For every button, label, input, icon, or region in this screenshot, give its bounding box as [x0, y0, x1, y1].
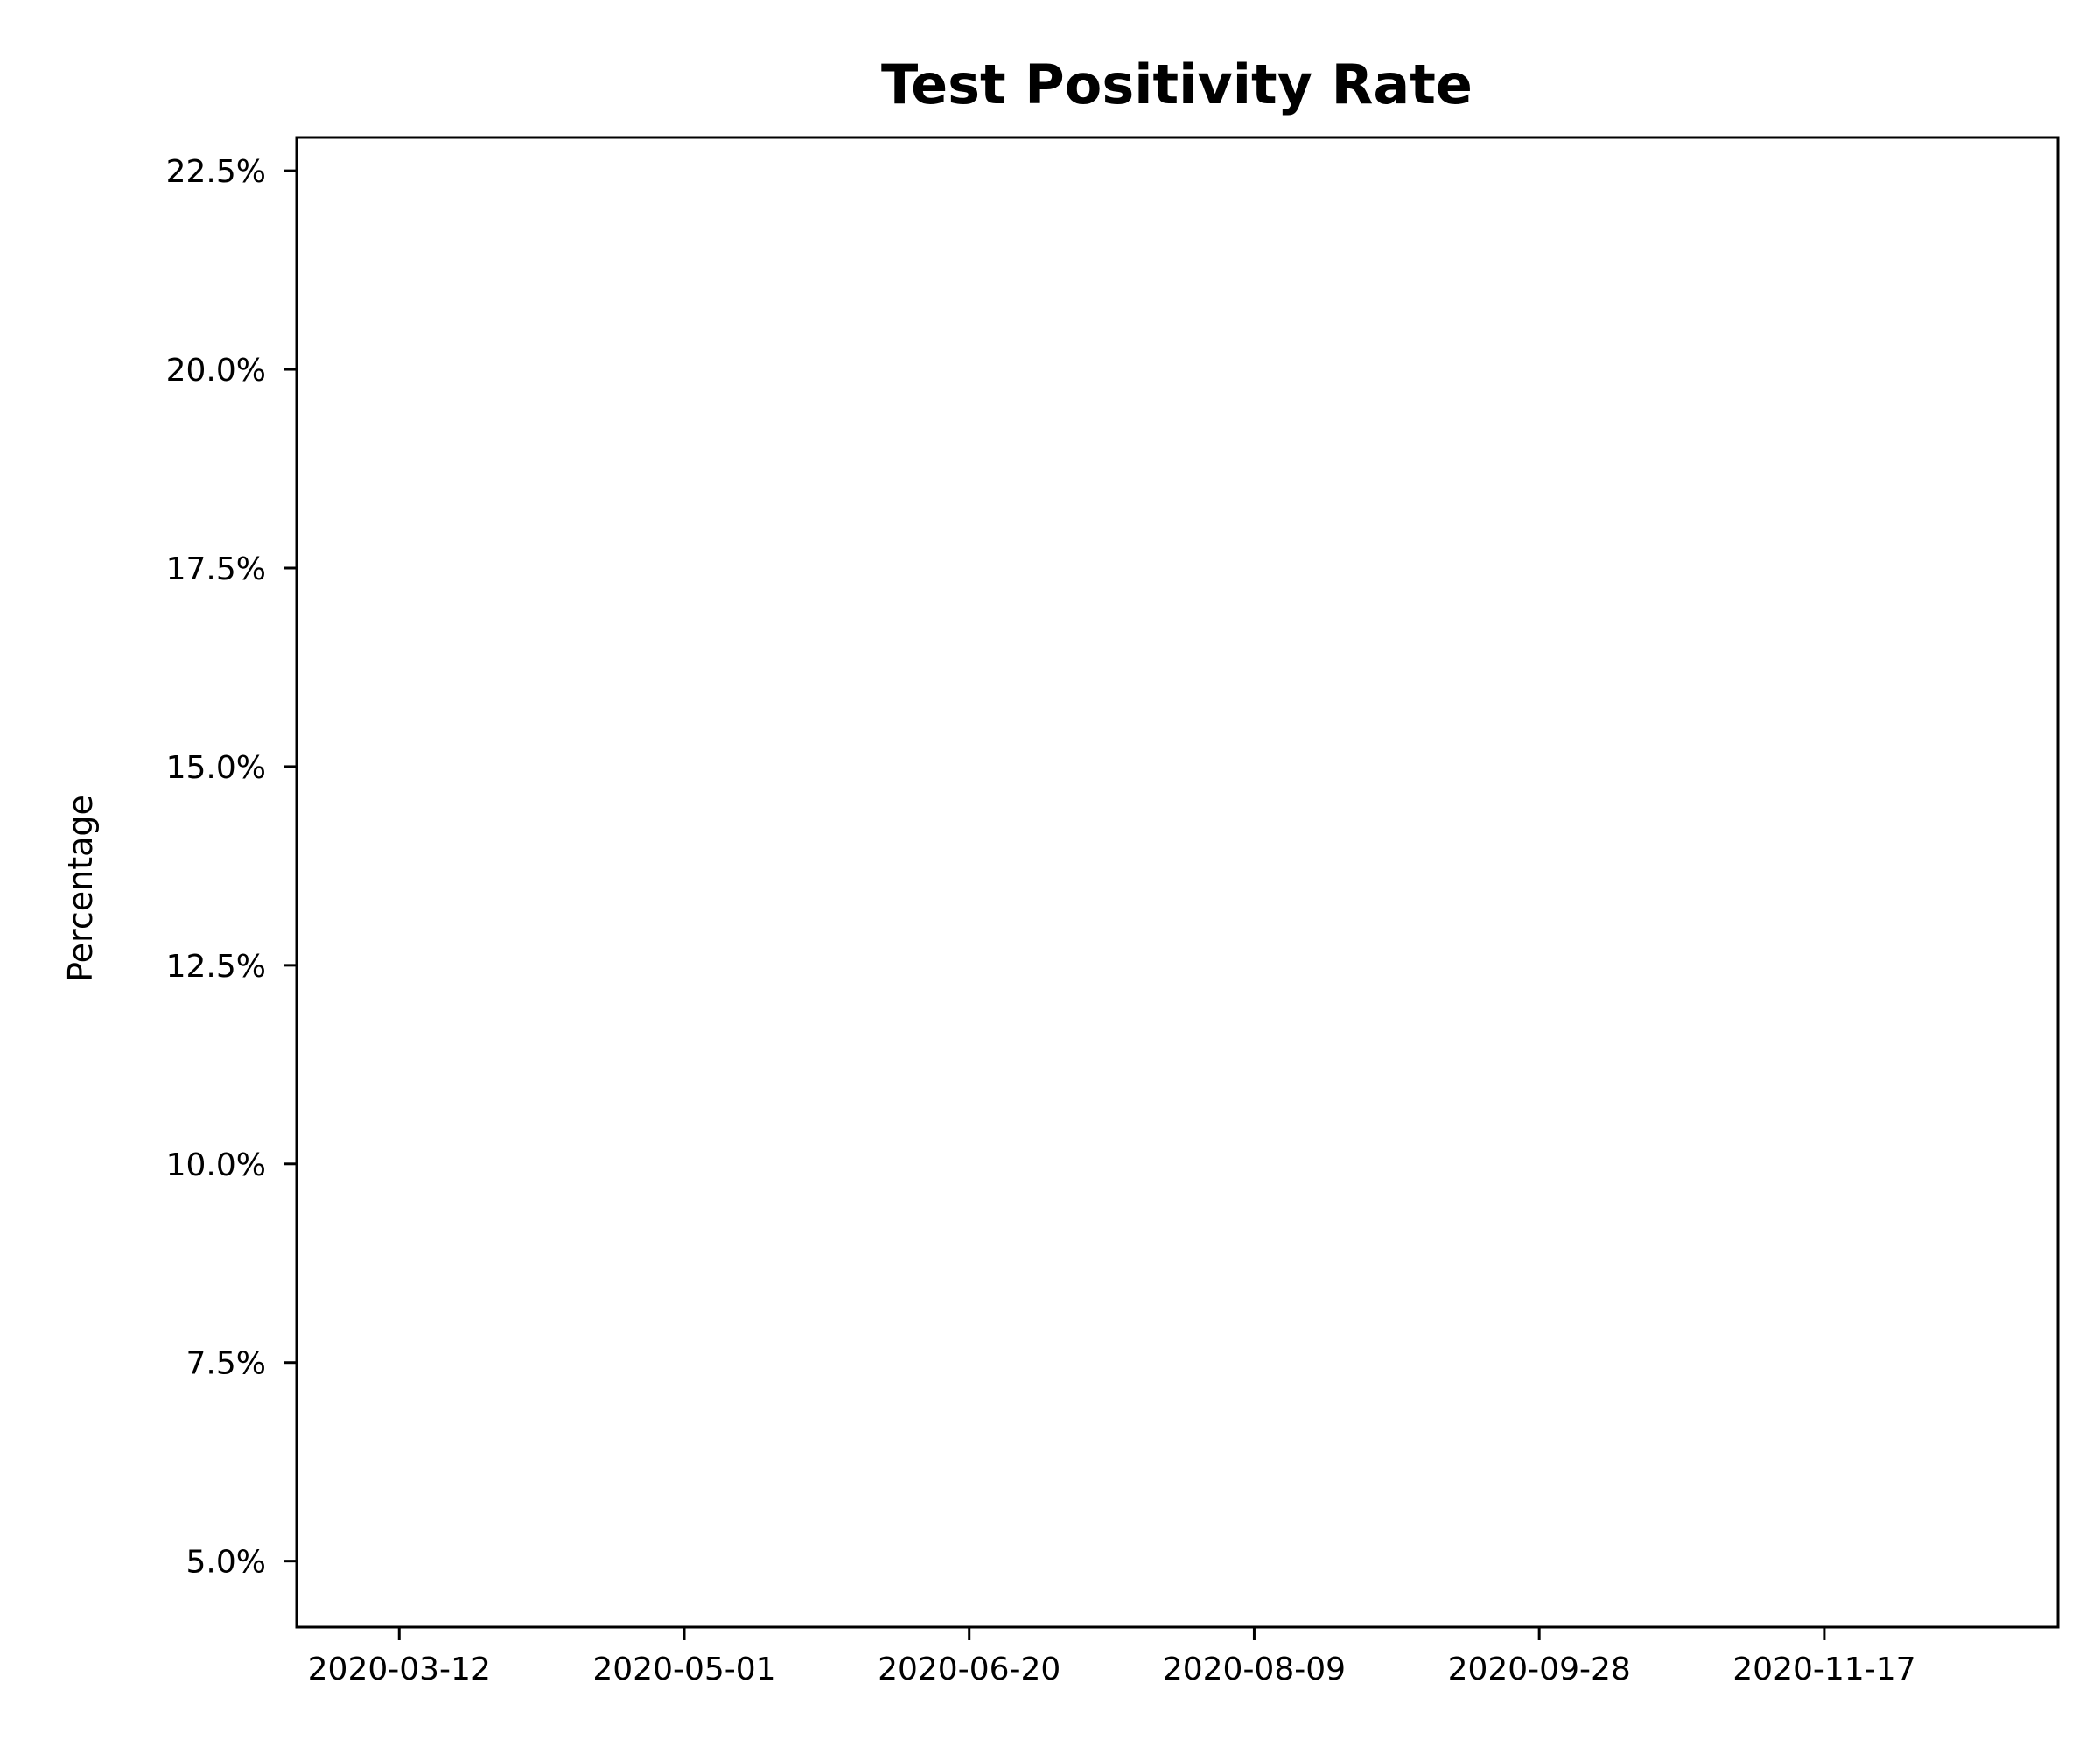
y-tick-label: 20.0% [166, 353, 266, 389]
y-tick-label: 12.5% [166, 949, 266, 985]
y-tick-label: 17.5% [166, 551, 266, 587]
y-tick-label: 7.5% [186, 1346, 266, 1382]
y-tick-label: 10.0% [166, 1147, 266, 1183]
y-tick-label: 15.0% [166, 750, 266, 786]
y-tick-label: 5.0% [186, 1545, 266, 1581]
x-tick-label: 2020-06-20 [878, 1652, 1060, 1687]
x-tick-label: 2020-03-12 [308, 1652, 491, 1687]
x-axis-ticks: 2020-03-12 2020-05-01 2020-06-20 2020-08-09… [308, 1627, 1916, 1687]
x-tick-label: 2020-05-01 [592, 1652, 775, 1687]
x-tick-label: 2020-11-17 [1732, 1652, 1915, 1687]
y-tick-label: 22.5% [166, 154, 266, 190]
chart-title: Test Positivity Rate [881, 53, 1473, 116]
x-tick-label: 2020-08-09 [1163, 1652, 1346, 1687]
y-axis-ticks: 5.0% 7.5% 10.0% 12.5% 15.0% 17.5% 20.0% 22.5% [166, 154, 297, 1581]
x-tick-label: 2020-09-28 [1448, 1652, 1631, 1687]
y-axis-label: Percentage [61, 795, 100, 982]
plot-area-frame [295, 136, 2060, 1629]
